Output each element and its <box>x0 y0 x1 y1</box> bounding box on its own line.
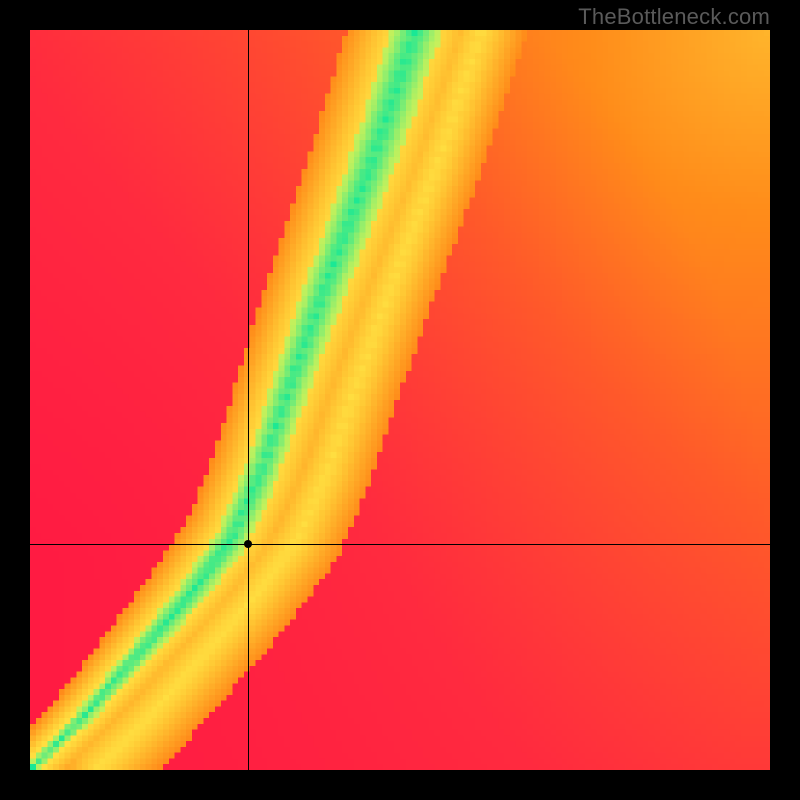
heatmap-canvas <box>30 30 770 770</box>
crosshair-horizontal <box>30 544 770 545</box>
watermark-text: TheBottleneck.com <box>578 4 770 30</box>
crosshair-vertical <box>248 30 249 770</box>
chart-container: TheBottleneck.com <box>0 0 800 800</box>
